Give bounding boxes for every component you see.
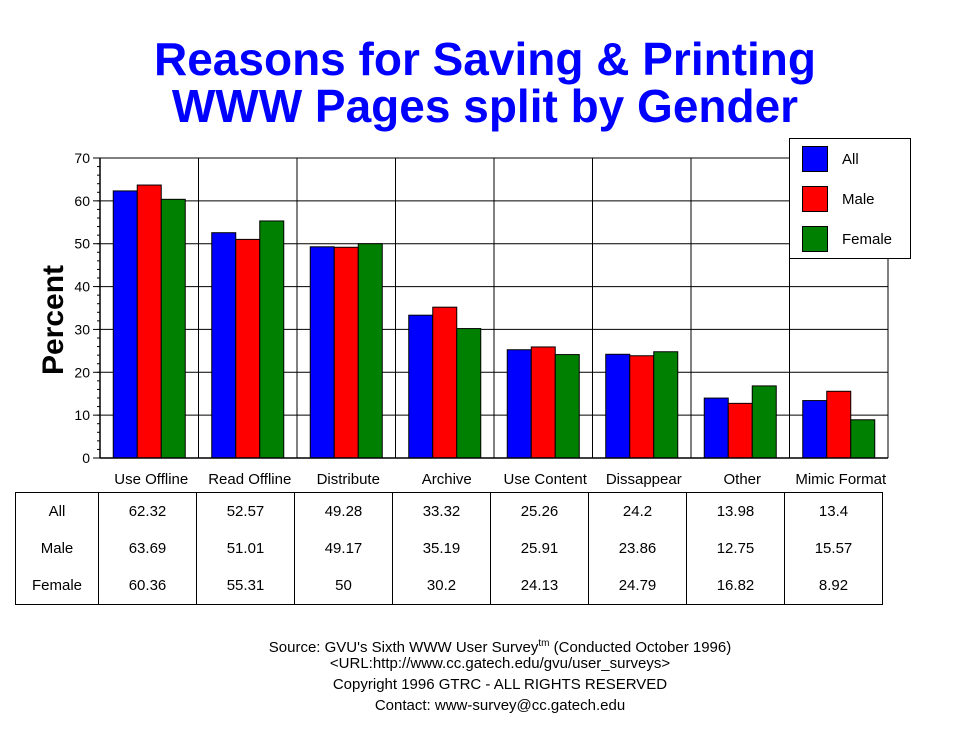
legend-label-all: All [842,151,859,168]
data-table: All 62.32 52.57 49.28 33.32 25.26 24.2 1… [15,492,883,605]
table-cell: 52.57 [196,492,295,530]
bar-all [506,349,532,459]
footer-source-prefix: Source: GVU's Sixth WWW User Survey [268,639,539,656]
y-tick-label: 50 [74,236,90,252]
bar-male [136,184,162,459]
table-cell: 55.31 [196,567,295,605]
table-cell: 13.4 [784,492,883,530]
table-cell: 60.36 [98,567,197,605]
x-tick-label: Other [723,471,761,488]
bar-male [727,402,753,459]
y-tick-label: 40 [74,279,90,295]
bar-female [653,351,679,459]
table-cell: 62.32 [98,492,197,530]
bar-male [235,238,261,459]
x-tick-label: Distribute [317,471,380,488]
bar-female [554,354,580,459]
table-row: Female 60.36 55.31 50 30.2 24.13 24.79 1… [15,567,883,605]
bar-female [160,198,186,459]
x-tick-label: Read Offline [208,471,291,488]
table-row-label: Male [15,530,99,567]
bar-all [605,353,631,459]
x-tick-label: Mimic Format [795,471,887,488]
footer-copyright: Copyright 1996 GTRC - ALL RIGHTS RESERVE… [332,676,668,693]
y-tick-label: 20 [74,364,90,380]
y-tick-label: 10 [74,407,90,423]
table-cell: 33.32 [392,492,491,530]
legend: All Male Female [789,138,911,259]
table-row: Male 63.69 51.01 49.17 35.19 25.91 23.86… [15,530,883,567]
table-cell: 16.82 [686,567,785,605]
legend-label-female: Female [842,231,893,248]
table-cell: 30.2 [392,567,491,605]
bar-female [357,243,383,459]
table-cell: 50 [294,567,393,605]
x-tick-label: Use Content [504,471,588,488]
bar-female [456,328,482,459]
bar-all [408,314,434,459]
bar-female [259,220,285,459]
table-cell: 51.01 [196,530,295,567]
bar-all [112,190,138,459]
bar-female [751,385,777,459]
table-cell: 24.13 [490,567,589,605]
table-cell: 13.98 [686,492,785,530]
x-tick-label: Archive [422,471,472,488]
footer-source-sup: tm [538,638,550,649]
table-cell: 24.2 [588,492,687,530]
y-tick-label: 0 [82,450,90,466]
bar-all [309,246,335,459]
chart-title-line-1: Reasons for Saving & Printing [154,33,816,85]
bar-male [629,355,655,459]
table-row: All 62.32 52.57 49.28 33.32 25.26 24.2 1… [15,492,883,530]
x-tick-label: Use Offline [114,471,188,488]
table-cell: 15.57 [784,530,883,567]
bar-male [826,390,852,459]
footer-source: Source: GVU's Sixth WWW User Surveytm (C… [0,634,970,658]
y-axis-label: Percent [37,264,70,376]
y-tick-label: 60 [74,193,90,209]
legend-label-male: Male [842,191,875,208]
footer-contact: Contact: www-survey@cc.gatech.edu [374,697,626,714]
y-tick-label: 70 [74,150,90,166]
table-cell: 49.28 [294,492,393,530]
table-cell: 49.17 [294,530,393,567]
table-cell: 12.75 [686,530,785,567]
table-cell: 23.86 [588,530,687,567]
bar-female [850,419,876,459]
table-cell: 24.79 [588,567,687,605]
table-row-label: All [15,492,99,530]
bar-all [703,397,729,459]
table-cell: 63.69 [98,530,197,567]
legend-swatch-female [802,226,828,252]
table-cell: 25.26 [490,492,589,530]
bar-male [432,306,458,459]
table-cell: 8.92 [784,567,883,605]
legend-swatch-all [802,146,828,172]
bar-all [802,400,828,459]
bar-male [530,346,556,459]
table-cell: 35.19 [392,530,491,567]
chart-title-line-2: WWW Pages split by Gender [171,80,799,132]
x-tick-label: Dissappear [606,471,682,488]
bar-all [211,232,237,459]
legend-swatch-male [802,186,828,212]
footer-url: <URL:http://www.cc.gatech.edu/gvu/user_s… [329,655,671,672]
table-row-label: Female [15,567,99,605]
footer-source-suffix: (Conducted October 1996) [549,639,732,656]
table-cell: 25.91 [490,530,589,567]
y-axis-label-wrap: Percent [24,265,84,375]
bar-male [333,246,359,459]
y-tick-label: 30 [74,321,90,337]
